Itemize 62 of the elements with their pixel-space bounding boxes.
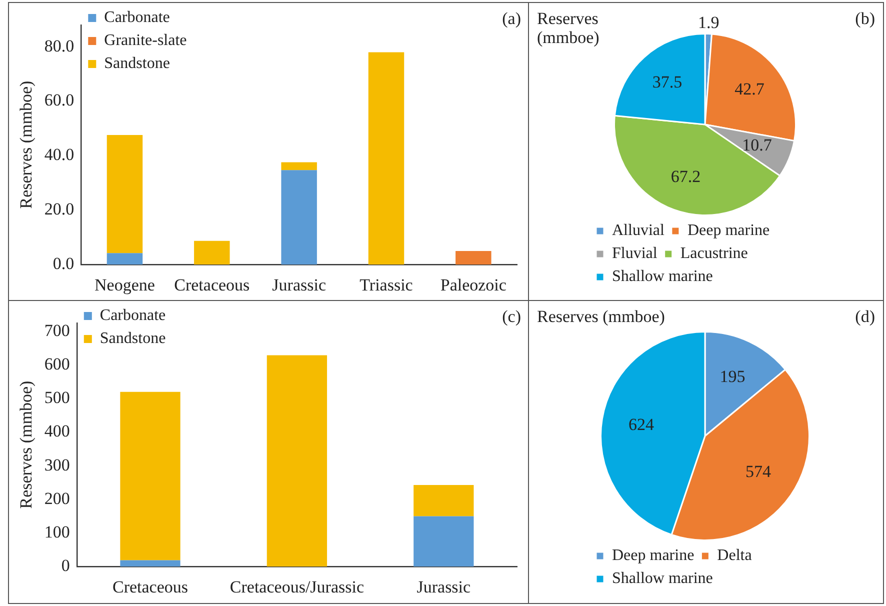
y-tick-label: 0 xyxy=(61,556,70,576)
annotation: (a) xyxy=(502,9,521,29)
legend-label: Deep marine xyxy=(612,547,694,564)
x-tick-label: Paleozoic xyxy=(440,275,507,294)
x-tick-label: Triassic xyxy=(360,275,414,294)
y-tick-label: 20.0 xyxy=(44,200,74,219)
legend-label: Lacustrine xyxy=(680,245,748,262)
y-tick-label: 400 xyxy=(44,422,70,441)
legend-label: Shallow marine xyxy=(612,268,713,286)
legend-label: Granite-slate xyxy=(104,32,187,50)
bar xyxy=(106,253,143,265)
legend-label: Alluvial xyxy=(612,222,665,240)
legend-label: Sandstone xyxy=(100,330,166,348)
data-label: 624 xyxy=(628,414,654,434)
bar xyxy=(194,240,230,265)
bar xyxy=(414,516,474,567)
y-axis-title: Reserves (mmboe) xyxy=(16,80,36,209)
x-tick-label: Cretaceous xyxy=(174,275,250,294)
y-tick-label: 500 xyxy=(44,388,70,408)
bar xyxy=(368,52,404,265)
data-label: 10.7 xyxy=(742,135,772,154)
data-label: 574 xyxy=(745,462,772,482)
legend-label: Sandstone xyxy=(104,55,170,72)
bar xyxy=(281,162,317,170)
bar xyxy=(281,170,317,265)
x-tick-label: Cretaceous xyxy=(112,577,188,596)
y-tick-label: 0.0 xyxy=(52,254,74,274)
data-label: 1.9 xyxy=(698,12,720,32)
y-tick-label: 80.0 xyxy=(44,36,74,56)
data-label: 195 xyxy=(720,366,746,386)
legend-label: Carbonate xyxy=(104,9,170,26)
legend-label: Delta xyxy=(717,547,752,564)
x-tick-label: Neogene xyxy=(94,275,155,294)
chart-title: Reserves (mmboe) xyxy=(537,9,600,47)
legend-label: Carbonate xyxy=(100,307,166,324)
bar xyxy=(414,484,474,516)
bar xyxy=(456,250,492,265)
y-tick-label: 40.0 xyxy=(44,145,74,164)
x-tick-label: Jurassic xyxy=(416,577,472,596)
data-label: 67.2 xyxy=(670,166,701,186)
x-tick-label: Jurassic xyxy=(272,275,326,294)
y-tick-label: 100 xyxy=(44,522,70,542)
annotation: (c) xyxy=(502,307,521,327)
bar xyxy=(106,135,143,254)
text: (b) xyxy=(855,9,875,29)
bar xyxy=(266,355,328,567)
y-axis-title: Reserves (mmboe) xyxy=(16,380,36,509)
y-tick-label: 60.0 xyxy=(44,90,74,110)
y-tick-label: 600 xyxy=(44,354,70,374)
y-tick-label: 200 xyxy=(44,488,70,508)
x-tick-label: Cretaceous/Jurassic xyxy=(230,577,364,596)
bar xyxy=(120,560,180,567)
y-tick-label: 700 xyxy=(44,320,70,340)
legend-label: Fluvial xyxy=(612,245,658,262)
y-tick-label: 300 xyxy=(44,455,70,474)
text: (d) xyxy=(855,307,875,327)
legend-label: Shallow marine xyxy=(612,570,713,588)
data-label: 37.5 xyxy=(652,72,682,92)
data-label: 42.7 xyxy=(734,80,765,99)
chart-title: Reserves (mmboe) xyxy=(537,307,665,326)
legend-label: Deep marine xyxy=(687,222,770,240)
bar xyxy=(120,392,180,560)
